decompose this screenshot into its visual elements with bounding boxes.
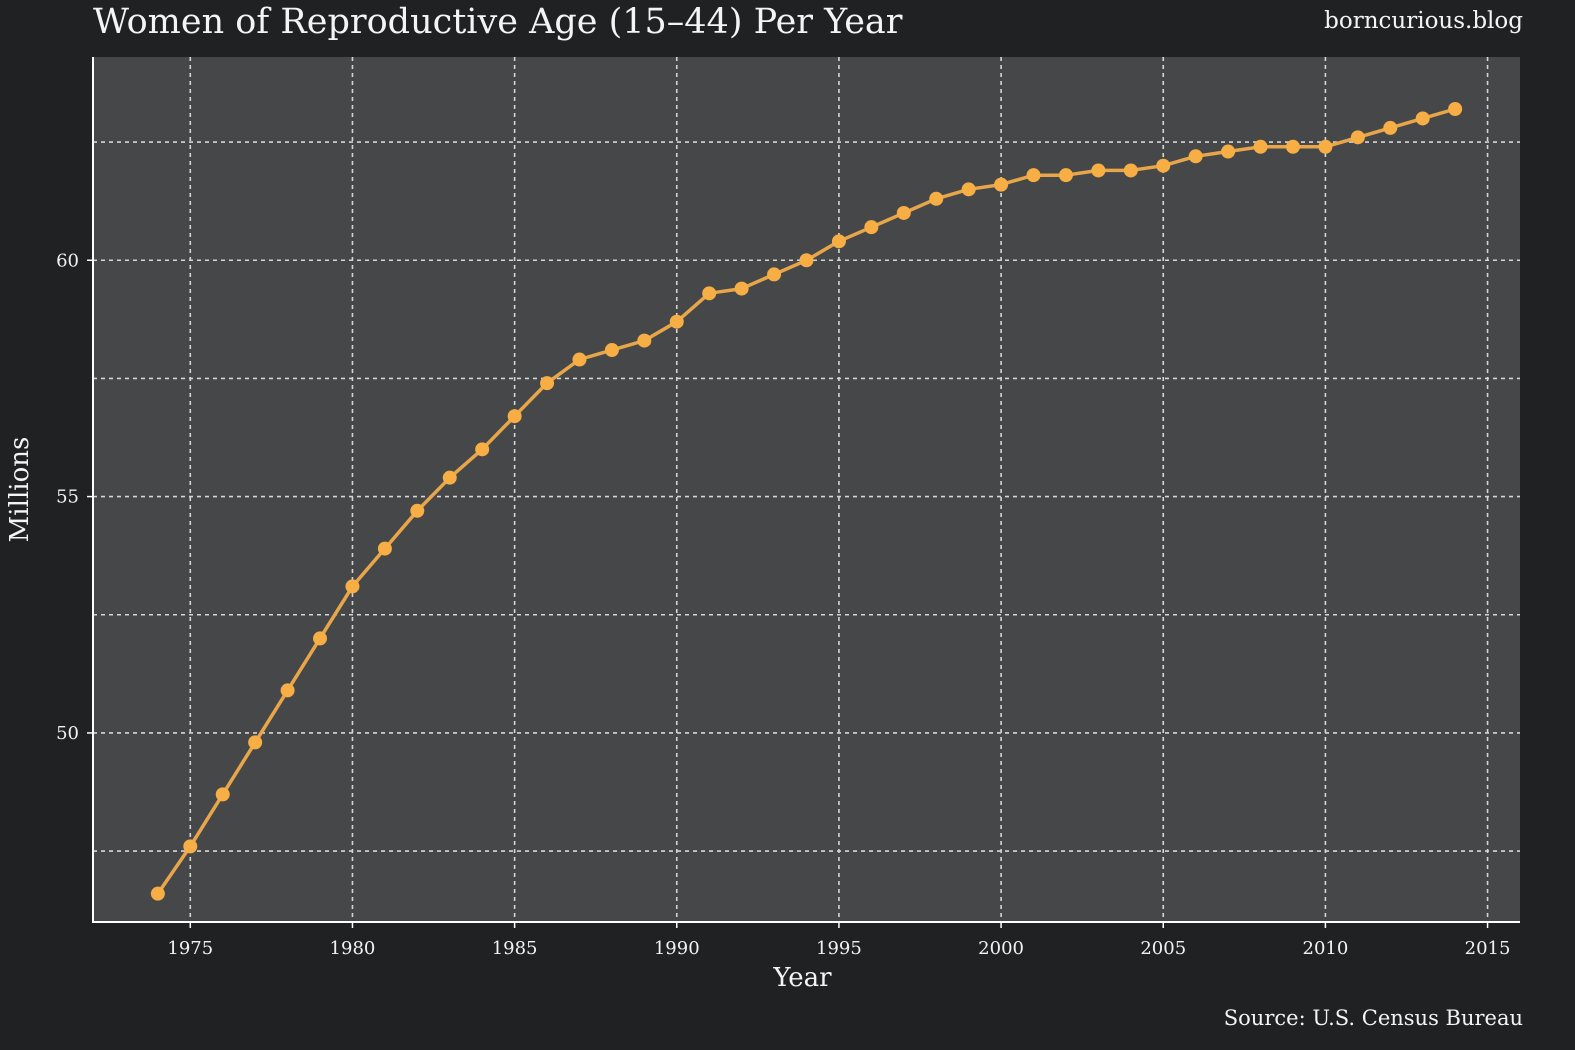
data-point [1448, 101, 1463, 116]
data-point [377, 541, 392, 556]
grid-layer [93, 57, 1520, 922]
chart-title: Women of Reproductive Age (15–44) Per Ye… [93, 2, 903, 42]
data-point [248, 735, 263, 750]
data-point [280, 683, 295, 698]
data-point [410, 503, 425, 518]
x-tick-label: 1980 [330, 938, 376, 959]
x-tick-label: 2000 [978, 938, 1024, 959]
data-point [637, 333, 652, 348]
data-point [313, 631, 328, 646]
data-point [799, 253, 814, 268]
y-tick-label: 60 [56, 250, 79, 271]
data-point [994, 177, 1009, 192]
data-point [961, 182, 976, 197]
data-point [1221, 144, 1236, 159]
y-axis-title: Millions [5, 437, 35, 543]
data-point [1253, 139, 1268, 154]
data-point [1350, 130, 1365, 145]
x-tick-label: 2010 [1303, 938, 1349, 959]
data-point [831, 234, 846, 249]
x-tick-label: 1995 [816, 938, 862, 959]
data-point [1091, 163, 1106, 178]
x-tick-label: 1985 [492, 938, 538, 959]
data-point [540, 376, 555, 391]
x-tick-label: 2015 [1465, 938, 1511, 959]
data-point [215, 787, 230, 802]
x-axis-title: Year [772, 963, 832, 993]
data-point [475, 442, 490, 457]
data-point [929, 191, 944, 206]
data-point [572, 352, 587, 367]
source-note: Source: U.S. Census Bureau [1223, 1006, 1523, 1030]
data-point [864, 220, 879, 235]
x-tick-label: 1990 [654, 938, 700, 959]
axis-layer: 1975 1980 1985 1990 1995 2000 2005 2010 2015 50 55… [56, 57, 1520, 959]
data-point [442, 470, 457, 485]
data-point [1318, 139, 1333, 154]
plot-area [93, 57, 1520, 922]
data-point [1058, 168, 1073, 183]
data-point [604, 343, 619, 358]
data-point [1415, 111, 1430, 126]
data-point [1026, 168, 1041, 183]
data-point [1188, 149, 1203, 164]
x-tick-label: 2005 [1140, 938, 1186, 959]
y-tick-label: 50 [56, 723, 79, 744]
series-layer [150, 101, 1463, 901]
data-point [1285, 139, 1300, 154]
data-point [150, 886, 165, 901]
x-tick-label: 1975 [167, 938, 213, 959]
y-tick-label: 55 [56, 487, 79, 508]
data-point [507, 409, 522, 424]
data-point [183, 839, 198, 854]
data-point [767, 267, 782, 282]
site-credit: borncurious.blog [1324, 8, 1523, 34]
data-point [345, 579, 360, 594]
data-point [1156, 158, 1171, 173]
data-point [1123, 163, 1138, 178]
data-point [702, 286, 717, 301]
data-point [896, 205, 911, 220]
data-point [734, 281, 749, 296]
data-point [669, 314, 684, 329]
data-point [1383, 120, 1398, 135]
